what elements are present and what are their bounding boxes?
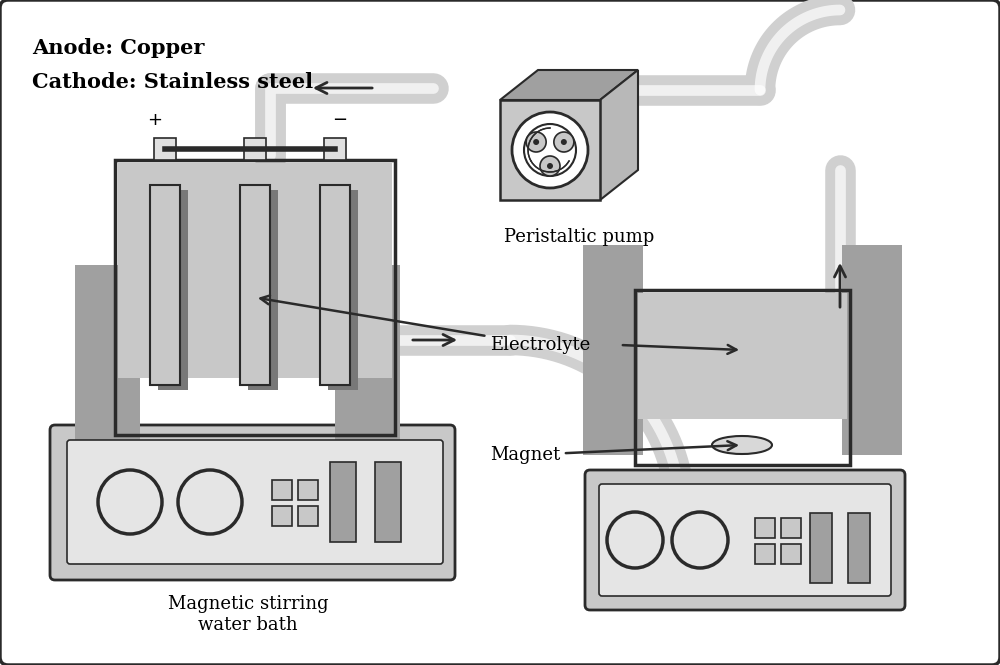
Bar [158,190,188,390]
Bar [781,544,801,564]
Bar [500,100,600,200]
Text: Magnet: Magnet [490,441,736,464]
Bar [240,185,270,385]
Bar [583,245,643,455]
Bar [848,513,870,583]
Text: Peristaltic pump: Peristaltic pump [504,228,654,246]
Circle shape [526,132,546,152]
FancyBboxPatch shape [67,440,443,564]
Circle shape [540,156,560,176]
Circle shape [533,139,539,145]
Bar [298,506,318,526]
Bar [755,544,775,564]
FancyBboxPatch shape [50,425,455,580]
Circle shape [561,139,567,145]
Bar [755,518,775,538]
Bar [781,518,801,538]
Bar [272,506,292,526]
Text: Cathode: Stainless steel: Cathode: Stainless steel [32,72,313,92]
Bar [842,245,902,455]
Bar [298,480,318,500]
Circle shape [524,124,576,176]
Circle shape [512,112,588,188]
Bar [320,185,350,385]
Bar [248,190,278,390]
Bar [154,138,176,160]
Circle shape [178,470,242,534]
Bar [75,265,140,440]
Bar [375,462,401,542]
Ellipse shape [712,436,772,454]
Text: +: + [148,111,163,129]
Polygon shape [600,70,638,200]
FancyBboxPatch shape [599,484,891,596]
Bar [810,513,832,583]
Text: Magnetic stirring
water bath: Magnetic stirring water bath [168,595,328,634]
Circle shape [672,512,728,568]
Circle shape [547,163,553,169]
Bar [330,462,356,542]
Polygon shape [500,70,638,100]
Text: −: − [332,111,348,129]
Bar [244,138,266,160]
Text: Electrolyte: Electrolyte [260,295,590,354]
Text: Anode: Copper: Anode: Copper [32,38,204,58]
Bar [272,480,292,500]
Bar [150,185,180,385]
Bar [328,190,358,390]
Bar [638,293,847,419]
Circle shape [607,512,663,568]
FancyBboxPatch shape [585,470,905,610]
Circle shape [554,132,574,152]
Circle shape [98,470,162,534]
Bar [335,265,400,440]
Bar [118,163,392,378]
Bar [324,138,346,160]
